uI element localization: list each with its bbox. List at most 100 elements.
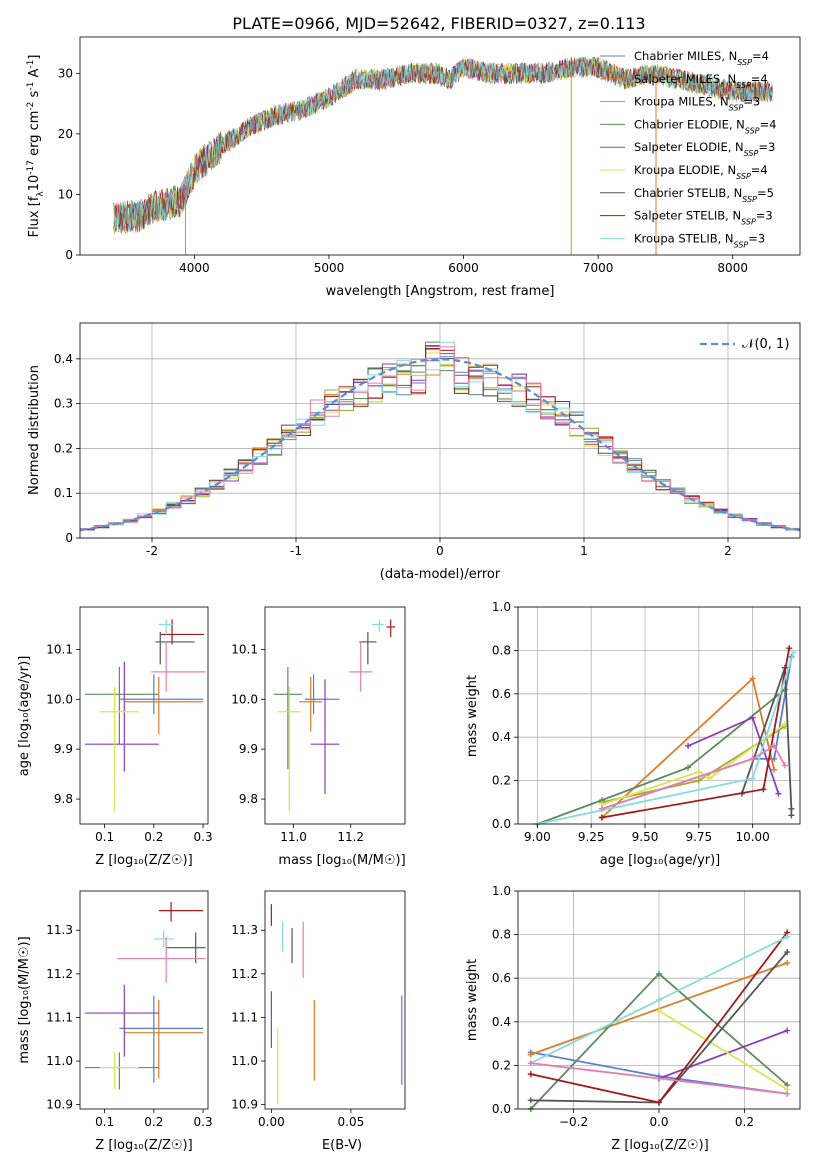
x-tick-label: 10.00	[735, 830, 769, 844]
x-tick-label: -1	[290, 544, 302, 558]
series-marker	[527, 1071, 534, 1078]
legend-label: Chabrier MILES, NSSP=4	[634, 49, 769, 67]
series-marker	[784, 959, 791, 966]
errorbar-point	[153, 930, 174, 948]
y-tick-label: 11.3	[46, 923, 73, 937]
errorbar-point	[116, 936, 206, 983]
errorbar-point	[166, 932, 206, 963]
series-marker	[598, 814, 605, 821]
legend-label: Kroupa MILES, NSSP=3	[634, 95, 760, 113]
y-axis-label: Flux [fλ10-17 erg cm-2 s-1 A-1]	[26, 55, 46, 238]
series-marker	[685, 742, 692, 749]
y-tick-label: 1.0	[492, 884, 511, 898]
x-tick-label: 0.3	[194, 1115, 213, 1129]
series-marker	[656, 970, 662, 977]
errorbar-point	[124, 676, 204, 735]
plot-area-weight-age	[534, 645, 797, 827]
y-tick-label: 0.4	[54, 352, 73, 366]
x-tick-label: 0.05	[338, 1115, 365, 1129]
axes-frame	[517, 606, 801, 825]
y-tick-label: 9.9	[239, 742, 258, 756]
series-marker	[656, 1099, 662, 1106]
y-tick-label: 0.2	[54, 441, 73, 455]
errorbar-point	[155, 631, 195, 665]
series-marker	[685, 764, 692, 771]
spectrum-line	[113, 56, 773, 231]
x-axis-label: Z [log₁₀(Z/Z☉)]	[95, 853, 192, 868]
legend-label: Kroupa STELIB, NSSP=3	[634, 231, 765, 249]
axes-mass-EBV: 0.00 0.05 10.9 11.0 11.1 11.2 11.3	[231, 890, 406, 1129]
series-line	[530, 1062, 788, 1095]
histogram-step	[80, 346, 800, 530]
errorbar-point	[158, 619, 174, 635]
series-marker	[656, 1007, 662, 1014]
legend-label: Salpeter ELODIE, NSSP=3	[634, 140, 775, 158]
series-marker	[781, 762, 788, 769]
x-axis-label: wavelength [Angstrom, rest frame]	[326, 284, 555, 299]
spectrum-line	[113, 56, 773, 233]
y-tick-label: 11.0	[231, 1054, 258, 1068]
series-marker	[788, 812, 795, 819]
axes-frame	[264, 890, 406, 1110]
errorbar-point	[310, 679, 340, 795]
y-tick-label: 0.4	[492, 1015, 511, 1029]
series-marker	[695, 768, 702, 775]
series-line	[537, 688, 786, 825]
axes-frame	[264, 606, 406, 825]
x-tick-label: 5000	[314, 261, 345, 275]
errorbar-point	[159, 619, 205, 645]
series-marker	[771, 742, 778, 749]
y-tick-label: 0.6	[492, 971, 511, 985]
errorbar-point	[99, 686, 140, 812]
series-marker	[695, 777, 702, 784]
x-tick-label: 4000	[179, 261, 210, 275]
errorbar-point	[151, 641, 206, 692]
y-tick-label: 0.0	[492, 817, 511, 831]
errorbar-point	[349, 641, 373, 692]
x-tick-label: 2	[724, 544, 732, 558]
spectrum-line	[113, 57, 773, 232]
x-tick-label: 0.00	[258, 1115, 285, 1129]
y-tick-label: 0	[65, 248, 73, 262]
axes-frame	[79, 36, 801, 256]
series-line	[658, 1010, 788, 1091]
y-tick-label: 10.9	[231, 1098, 258, 1112]
plot-area-mass-Z	[84, 901, 206, 1090]
errorbar-point	[372, 619, 384, 632]
series-marker	[771, 766, 778, 773]
x-tick-label: 6000	[448, 261, 479, 275]
y-tick-label: 9.8	[54, 792, 73, 806]
y-tick-label: 0.2	[492, 774, 511, 788]
series-marker	[749, 714, 756, 721]
y-tick-label: 0.8	[492, 643, 511, 657]
series-marker	[706, 775, 713, 782]
axes-frame	[517, 890, 801, 1110]
x-tick-label: 1	[580, 544, 588, 558]
axes-residuals: -2 -1 0 1 2 0 0.1 0.2 0.3 0.4	[54, 322, 801, 558]
y-tick-label: 0.1	[54, 486, 73, 500]
legend-label: Chabrier STELIB, NSSP=5	[634, 186, 774, 204]
errorbar-point	[273, 666, 303, 770]
x-tick-label: -2	[146, 544, 158, 558]
x-tick-label: 0.2	[735, 1115, 754, 1129]
x-tick-label: 9.00	[524, 830, 551, 844]
legend-label: Salpeter MILES, NSSP=4	[634, 72, 768, 90]
series-line	[601, 744, 786, 810]
x-axis-label: Z [log₁₀(Z/Z☉)]	[95, 1138, 192, 1153]
errorbar-point	[386, 619, 395, 637]
series-marker	[788, 805, 795, 812]
axes-weight-Z: −0.2 0.0 0.2 0.0 0.2 0.4 0.6 0.8 1.0	[492, 884, 801, 1129]
series-marker	[784, 1027, 791, 1034]
x-axis-label: mass [log₁₀(M/M☉)]	[278, 853, 405, 868]
y-tick-label: 11.1	[46, 1010, 73, 1024]
y-tick-label: 11.3	[231, 923, 258, 937]
series-marker	[749, 755, 756, 762]
legend-label: Salpeter STELIB, NSSP=3	[634, 209, 773, 227]
legend-label: 𝒩(0, 1)	[742, 337, 789, 352]
y-axis-label: age [log₁₀(age/yr)]	[17, 656, 32, 777]
y-axis-label: Normed distribution	[27, 365, 42, 495]
x-axis-label: Z [log₁₀(Z/Z☉)]	[611, 1138, 708, 1153]
y-tick-label: 0.6	[492, 687, 511, 701]
y-tick-label: 10.0	[46, 692, 73, 706]
